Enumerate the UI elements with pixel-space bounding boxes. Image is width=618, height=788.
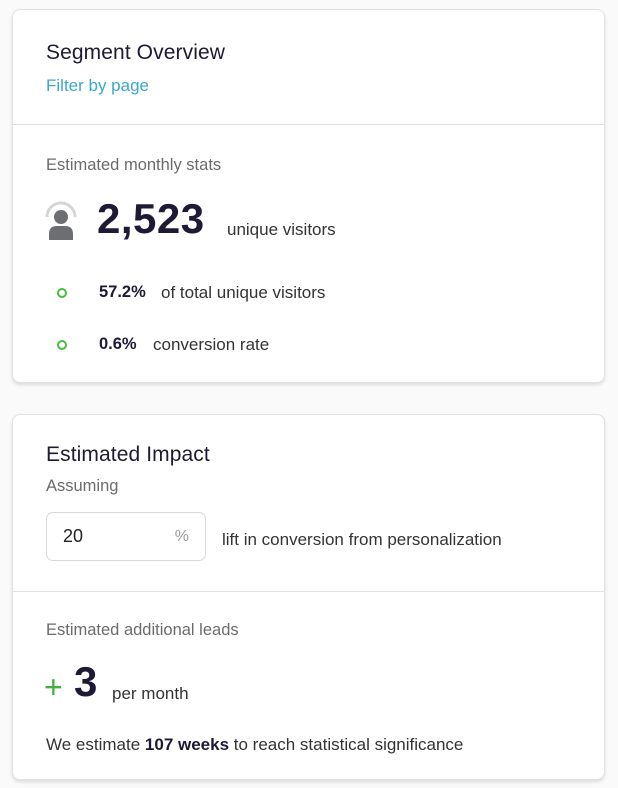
green-circle-icon: [57, 340, 67, 350]
assuming-label: Assuming: [46, 477, 119, 495]
person-icon: [45, 201, 77, 240]
stat-value-share: 57.2%: [99, 283, 146, 301]
lift-percent-field[interactable]: %: [46, 512, 206, 561]
stat-label-share: of total unique visitors: [161, 283, 326, 302]
segment-overview-title: Segment Overview: [46, 41, 226, 64]
divider: [13, 591, 604, 592]
estimate-prefix: We estimate: [46, 735, 141, 754]
additional-leads-count: 3: [74, 658, 98, 705]
filter-by-page-link[interactable]: Filter by page: [46, 76, 149, 95]
significance-estimate: We estimate 107 weeks to reach statistic…: [46, 735, 463, 755]
unique-visitors-label: unique visitors: [227, 220, 336, 239]
unique-visitors-count: 2,523: [97, 195, 205, 242]
stat-value-conversion: 0.6%: [99, 335, 137, 353]
stat-row-conversion: [57, 333, 67, 357]
additional-leads-label: Estimated additional leads: [46, 621, 239, 639]
segment-overview-card: Segment Overview Filter by page Estimate…: [12, 9, 605, 383]
stat-row-share: [57, 281, 67, 305]
estimated-impact-card: Estimated Impact Assuming % lift in conv…: [12, 414, 605, 780]
divider: [13, 124, 604, 125]
lift-percent-input[interactable]: [63, 526, 163, 547]
plus-icon: +: [44, 669, 63, 705]
leads-unit-label: per month: [112, 684, 189, 703]
estimated-impact-title: Estimated Impact: [46, 443, 210, 466]
percent-suffix: %: [174, 527, 189, 545]
estimate-suffix: to reach statistical significance: [233, 735, 464, 754]
estimate-duration: 107 weeks: [144, 735, 230, 754]
stat-label-conversion: conversion rate: [153, 335, 270, 354]
monthly-stats-label: Estimated monthly stats: [46, 156, 222, 174]
lift-description: lift in conversion from personalization: [222, 530, 502, 549]
green-circle-icon: [57, 288, 67, 298]
